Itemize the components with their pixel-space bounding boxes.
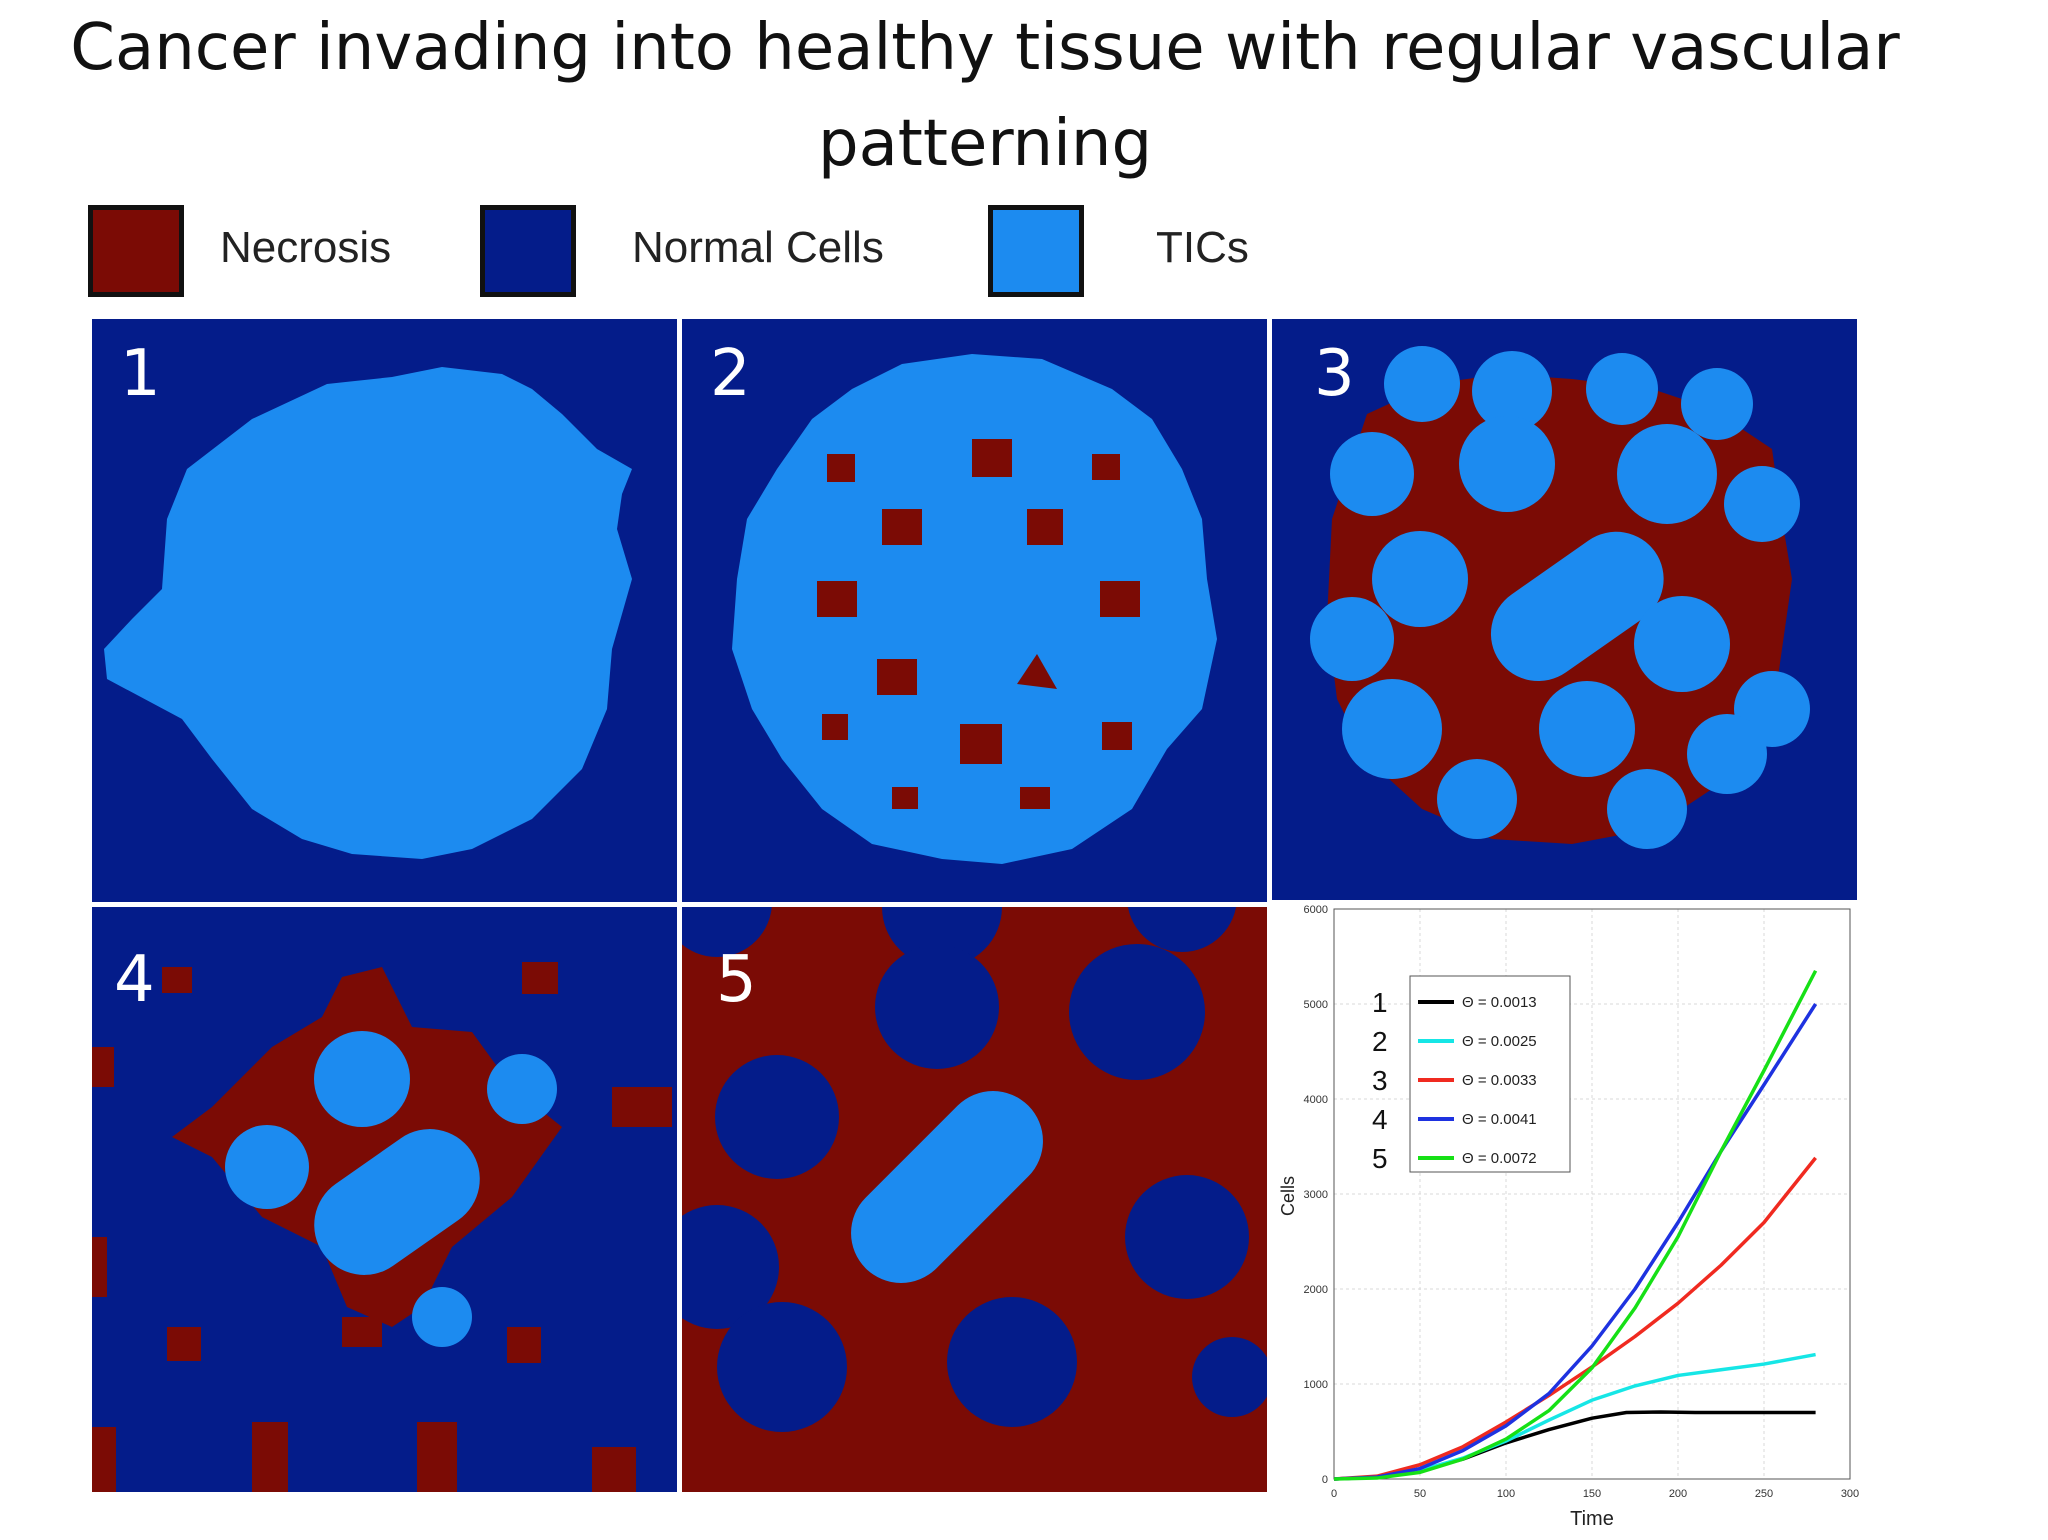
plot-frame [1333, 908, 1851, 1480]
legend-box [1409, 975, 1571, 1173]
legend-number-3: 3 [1372, 1065, 1388, 1096]
legend-number-5: 5 [1372, 1143, 1388, 1174]
chart-svg: 0 50 100 150 200 250 3000100020003000400050006… [1278, 904, 1860, 1530]
simulation-panel-3: 3 [1272, 319, 1857, 902]
x-tick-label: 50 [1414, 1488, 1426, 1500]
y-tick-label: 2000 [1304, 1284, 1328, 1296]
y-tick-label: 6000 [1304, 904, 1328, 916]
legend-label-4: Θ = 0.0041 [1462, 1111, 1537, 1128]
x-tick-label: 250 [1755, 1488, 1773, 1500]
simulation-panel-2: 2 [682, 319, 1267, 902]
chart-legend: 1 Θ = 0.0013 2 Θ = 0.0025 3 Θ = 0.0033 4 Θ = 0.… [1372, 975, 1571, 1174]
legend-label-2: Θ = 0.0025 [1462, 1033, 1537, 1050]
series-line-2 [1333, 1352, 1816, 1481]
series-line-5 [1333, 969, 1818, 1481]
simulation-panel-5: 5 [682, 907, 1267, 1492]
y-tick-label: 1000 [1304, 1379, 1328, 1391]
x-tick-label: 200 [1669, 1488, 1687, 1500]
cells-over-time-chart: 0 50 100 150 200 250 300 0 1000 2000 3000 4000 5000 6… [1272, 900, 1860, 1536]
simulation-panel-4: 4 [92, 907, 677, 1492]
panel-2-image [682, 319, 1267, 902]
x-tick-label: 150 [1583, 1488, 1601, 1500]
legend-number-4: 4 [1372, 1104, 1388, 1135]
x-tick-label: 300 [1841, 1488, 1859, 1500]
legend-number-1: 1 [1372, 987, 1388, 1018]
legend-label-normal-cells: Normal Cells [632, 223, 884, 272]
tics-swatch [988, 205, 1084, 297]
y-axis-label: Cells [1278, 1176, 1298, 1216]
x-axis-label: Time [1570, 1508, 1614, 1530]
series-layer [1333, 969, 1818, 1481]
legend-label-1: Θ = 0.0013 [1462, 994, 1537, 1011]
legend-label-necrosis: Necrosis [220, 223, 392, 272]
legend-label-5: Θ = 0.0072 [1462, 1150, 1537, 1167]
y-tick-label: 5000 [1304, 999, 1328, 1011]
panel-3-image [1272, 319, 1857, 902]
panel-number-2: 2 [710, 337, 751, 411]
series-line-3 [1333, 1156, 1817, 1481]
page-title: Cancer invading into healthy tissue with… [70, 11, 1900, 181]
legend-label-3: Θ = 0.0033 [1462, 1072, 1537, 1089]
panel-number-3: 3 [1314, 337, 1355, 411]
panel-number-5: 5 [716, 943, 757, 1017]
tick-layer: 0 50 100 150 200 250 3000100020003000400050006… [1304, 904, 1860, 1500]
legend-number-2: 2 [1372, 1026, 1388, 1057]
simulation-panel-1: 1 [92, 319, 677, 902]
legend: Necrosis Normal Cells TICs [88, 205, 1288, 305]
y-tick-label: 3000 [1304, 1189, 1328, 1201]
normal-cells-swatch [480, 205, 576, 297]
necrosis-swatch [88, 205, 184, 297]
panel-number-4: 4 [114, 943, 155, 1017]
panel-1-image [92, 319, 677, 902]
panel-4-image [92, 907, 677, 1492]
legend-label-tics: TICs [1156, 223, 1249, 272]
panel-5-image [682, 907, 1267, 1492]
y-tick-label: 0 [1322, 1474, 1328, 1486]
y-tick-label: 4000 [1304, 1094, 1328, 1106]
panel-number-1: 1 [120, 337, 161, 411]
x-tick-label: 100 [1497, 1488, 1515, 1500]
x-tick-label: 0 [1331, 1488, 1337, 1500]
